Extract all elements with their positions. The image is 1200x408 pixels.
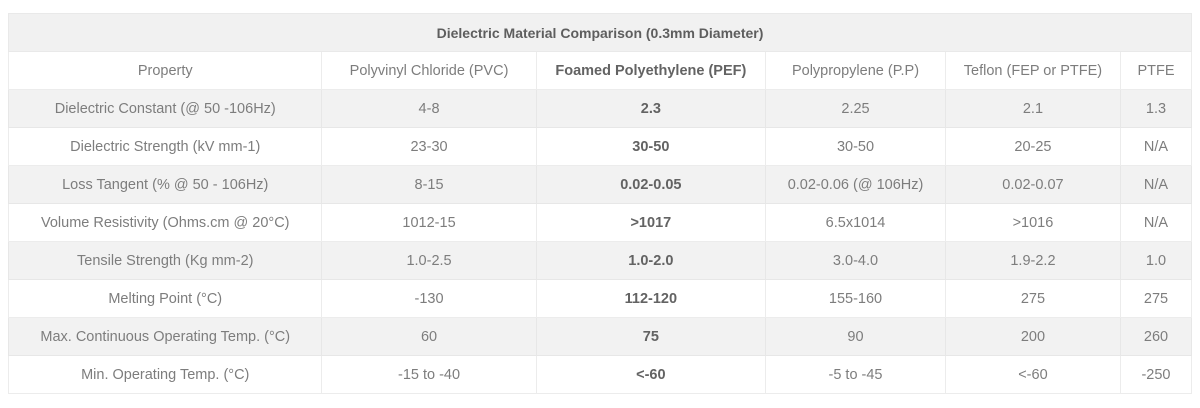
value-cell: 275	[1119, 279, 1193, 318]
property-cell: Dielectric Constant (@ 50 -106Hz)	[7, 89, 323, 128]
table-title-row: Dielectric Material Comparison (0.3mm Di…	[8, 13, 1192, 52]
value-cell: 90	[765, 317, 946, 356]
value-cell: 2.1	[944, 89, 1121, 128]
value-cell: 0.02-0.06 (@ 106Hz)	[765, 165, 946, 204]
table-row: Dielectric Constant (@ 50 -106Hz) 4-8 2.3 2…	[7, 89, 1193, 128]
value-cell: 2.3	[535, 89, 767, 128]
value-cell: 0.02-0.07	[944, 165, 1121, 204]
value-cell: 30-50	[535, 127, 767, 166]
value-cell: N/A	[1119, 127, 1193, 166]
property-cell: Min. Operating Temp. (°C)	[7, 355, 323, 394]
value-cell: 1012-15	[321, 203, 537, 242]
value-cell: -130	[321, 279, 537, 318]
value-cell: 8-15	[321, 165, 537, 204]
value-cell: -250	[1119, 355, 1193, 394]
value-cell: 3.0-4.0	[765, 241, 946, 280]
table-row: Min. Operating Temp. (°C) -15 to -40 <-60-…	[7, 355, 1193, 394]
value-cell: >1017	[535, 203, 767, 242]
property-cell: Loss Tangent (% @ 50 - 106Hz)	[7, 165, 323, 204]
table-row: Dielectric Strength (kV mm-1) 23-30 30-50 3…	[7, 127, 1193, 166]
value-cell: -5 to -45	[765, 355, 946, 394]
value-cell: >1016	[944, 203, 1121, 242]
column-header-3: Polypropylene (P.P)	[765, 51, 946, 90]
value-cell: 0.02-0.05	[535, 165, 767, 204]
column-header-1: Polyvinyl Chloride (PVC)	[321, 51, 537, 90]
property-cell: Dielectric Strength (kV mm-1)	[7, 127, 323, 166]
column-header-0: Property	[7, 51, 323, 90]
property-cell: Max. Continuous Operating Temp. (°C)	[7, 317, 323, 356]
property-cell: Volume Resistivity (Ohms.cm @ 20°C)	[7, 203, 323, 242]
value-cell: 1.0-2.0	[535, 241, 767, 280]
value-cell: 1.0-2.5	[321, 241, 537, 280]
table-body: Dielectric Constant (@ 50 -106Hz) 4-8 2.3 2…	[7, 89, 1193, 394]
table-row: Volume Resistivity (Ohms.cm @ 20°C) 1012-…	[7, 203, 1193, 242]
value-cell: 1.9-2.2	[944, 241, 1121, 280]
value-cell: 1.0	[1119, 241, 1193, 280]
table-row: Tensile Strength (Kg mm-2) 1.0-2.5 1.0-2.0…	[7, 241, 1193, 280]
value-cell: -15 to -40	[321, 355, 537, 394]
dielectric-comparison-table: Dielectric Material Comparison (0.3mm Di…	[7, 13, 1193, 394]
value-cell: 260	[1119, 317, 1193, 356]
value-cell: N/A	[1119, 165, 1193, 204]
value-cell: <-60	[944, 355, 1121, 394]
value-cell: N/A	[1119, 203, 1193, 242]
value-cell: 75	[535, 317, 767, 356]
table-header-row: Property Polyvinyl Chloride (PVC) Foamed P…	[7, 51, 1193, 90]
value-cell: 275	[944, 279, 1121, 318]
value-cell: 60	[321, 317, 537, 356]
property-cell: Tensile Strength (Kg mm-2)	[7, 241, 323, 280]
value-cell: 112-120	[535, 279, 767, 318]
value-cell: 23-30	[321, 127, 537, 166]
value-cell: 200	[944, 317, 1121, 356]
value-cell: 20-25	[944, 127, 1121, 166]
value-cell: 30-50	[765, 127, 946, 166]
value-cell: <-60	[535, 355, 767, 394]
value-cell: 6.5x1014	[765, 203, 946, 242]
value-cell: 155-160	[765, 279, 946, 318]
table-title: Dielectric Material Comparison (0.3mm Di…	[8, 13, 1192, 52]
value-cell: 4-8	[321, 89, 537, 128]
column-header-2: Foamed Polyethylene (PEF)	[535, 51, 767, 90]
property-cell: Melting Point (°C)	[7, 279, 323, 318]
table-row: Loss Tangent (% @ 50 - 106Hz) 8-15 0.02-0.…	[7, 165, 1193, 204]
table-row: Max. Continuous Operating Temp. (°C) 60 75…	[7, 317, 1193, 356]
column-header-5: PTFE	[1119, 51, 1193, 90]
column-header-4: Teflon (FEP or PTFE)	[944, 51, 1121, 90]
table-row: Melting Point (°C) -130 112-120 155-160 275 2…	[7, 279, 1193, 318]
value-cell: 2.25	[765, 89, 946, 128]
value-cell: 1.3	[1119, 89, 1193, 128]
